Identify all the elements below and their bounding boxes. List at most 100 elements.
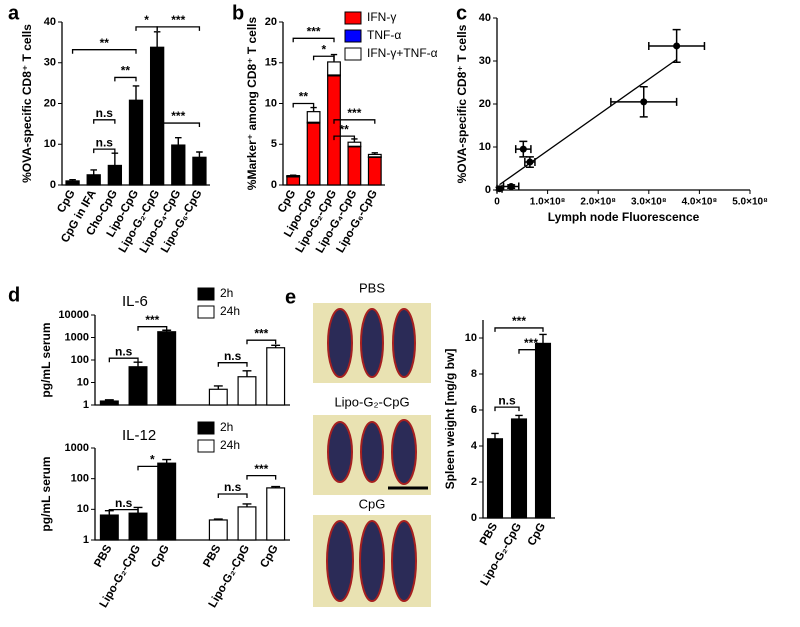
y-tick-label: 0 (50, 179, 56, 191)
significance-bracket (292, 37, 335, 43)
error-bar (213, 518, 223, 520)
y-tick-label: 40 (44, 16, 56, 28)
y-tick-label: 100 (71, 354, 89, 366)
y-tick-label: 6 (471, 404, 477, 416)
significance-label: *** (512, 314, 526, 328)
significance-label: *** (145, 313, 159, 327)
x-axis-label: Lymph node Fluorescence (548, 210, 700, 224)
legend-label: 2h (220, 286, 233, 300)
legend-swatch (197, 421, 215, 435)
y-tick-label: 1 (83, 399, 89, 411)
significance-label: *** (171, 13, 185, 27)
x-tick-label: PBS (478, 521, 500, 548)
bar (86, 174, 101, 186)
x-tick-label: 4.0×10⁸ (682, 197, 718, 208)
significance-label: *** (347, 106, 361, 120)
y-tick-label: 8 (471, 368, 477, 380)
significance-label: * (321, 42, 326, 56)
significance-label: n.s (498, 393, 516, 407)
spleen (326, 520, 354, 602)
legend-swatch (197, 287, 215, 301)
bar (157, 462, 177, 541)
x-tick-label: PBS (92, 543, 114, 570)
spleen (327, 308, 353, 378)
error-bar (133, 361, 143, 367)
point (673, 42, 681, 50)
significance-bracket (494, 327, 544, 332)
legend-label: IFN-γ (367, 10, 396, 24)
significance-label: ** (100, 36, 110, 50)
significance-bracket (494, 406, 520, 412)
x-tick-label: 5.0×10⁸ (732, 197, 768, 208)
point (519, 145, 527, 153)
bar (107, 164, 123, 186)
point (496, 185, 504, 193)
bar (99, 514, 119, 541)
bar (266, 347, 286, 406)
legend-label: IFN-γ+TNF-α (367, 46, 438, 60)
y-axis-label: pg/mL serum (39, 456, 53, 531)
significance-bracket (333, 119, 376, 124)
significance-label: *** (254, 326, 268, 340)
spleen (360, 308, 384, 378)
image-label: Lipo-G₂-CpG (334, 394, 409, 409)
significance-bracket (518, 349, 544, 354)
significance-label: * (150, 453, 155, 467)
panel-label: a (8, 2, 20, 24)
error-bar (196, 151, 203, 158)
significance-label: *** (307, 24, 321, 38)
significance-label: n.s (115, 344, 133, 358)
significance-label: n.s (96, 135, 114, 149)
significance-bracket (217, 362, 248, 367)
image-label: CpG (359, 496, 386, 511)
spleen (327, 421, 353, 483)
significance-bracket (135, 26, 158, 31)
legend-swatch (197, 439, 215, 453)
bar (237, 506, 257, 541)
significance-label: *** (171, 109, 185, 123)
y-tick-label: 2 (471, 476, 477, 488)
y-tick-label: 40 (479, 12, 491, 24)
bar (192, 156, 207, 186)
significance-bracket (137, 465, 168, 471)
bar (128, 366, 148, 406)
significance-label: *** (524, 336, 538, 350)
error-bar (515, 414, 523, 419)
y-tick-label: 10 (77, 503, 89, 515)
chart-title: IL-12 (122, 427, 156, 444)
y-tick-label: 15 (265, 57, 277, 69)
error-bar (271, 485, 281, 488)
bar (510, 418, 528, 519)
significance-bracket (292, 102, 315, 108)
error-bar (371, 152, 378, 155)
significance-label: n.s (96, 106, 114, 120)
bar (347, 141, 362, 147)
legend-label: TNF-α (367, 28, 401, 42)
bar (347, 146, 362, 186)
bar (149, 46, 165, 186)
legend-label: 24h (220, 304, 240, 318)
x-tick-label: 0 (494, 197, 500, 208)
chart-title: IL-6 (122, 293, 148, 310)
y-axis-label: pg/mL serum (39, 322, 53, 397)
y-axis-label: %Marker⁺ among CD8⁺ T cells (245, 16, 259, 190)
legend-label: 24h (220, 438, 240, 452)
error-bar (111, 152, 119, 166)
bar (327, 61, 341, 76)
significance-bracket (333, 135, 356, 141)
error-bar (162, 458, 172, 464)
y-tick-label: 4 (471, 440, 478, 452)
significance-bracket (93, 148, 116, 154)
x-tick-label: CpG (526, 521, 549, 548)
bar (486, 438, 504, 519)
y-tick-label: 30 (479, 55, 491, 67)
bar (367, 156, 382, 186)
spleen (391, 520, 417, 602)
significance-label: *** (254, 462, 268, 476)
bar (171, 144, 186, 186)
significance-bracket (246, 339, 277, 345)
error-bar (90, 169, 97, 175)
y-tick-label: 100 (71, 473, 89, 485)
significance-label: n.s (115, 496, 133, 510)
